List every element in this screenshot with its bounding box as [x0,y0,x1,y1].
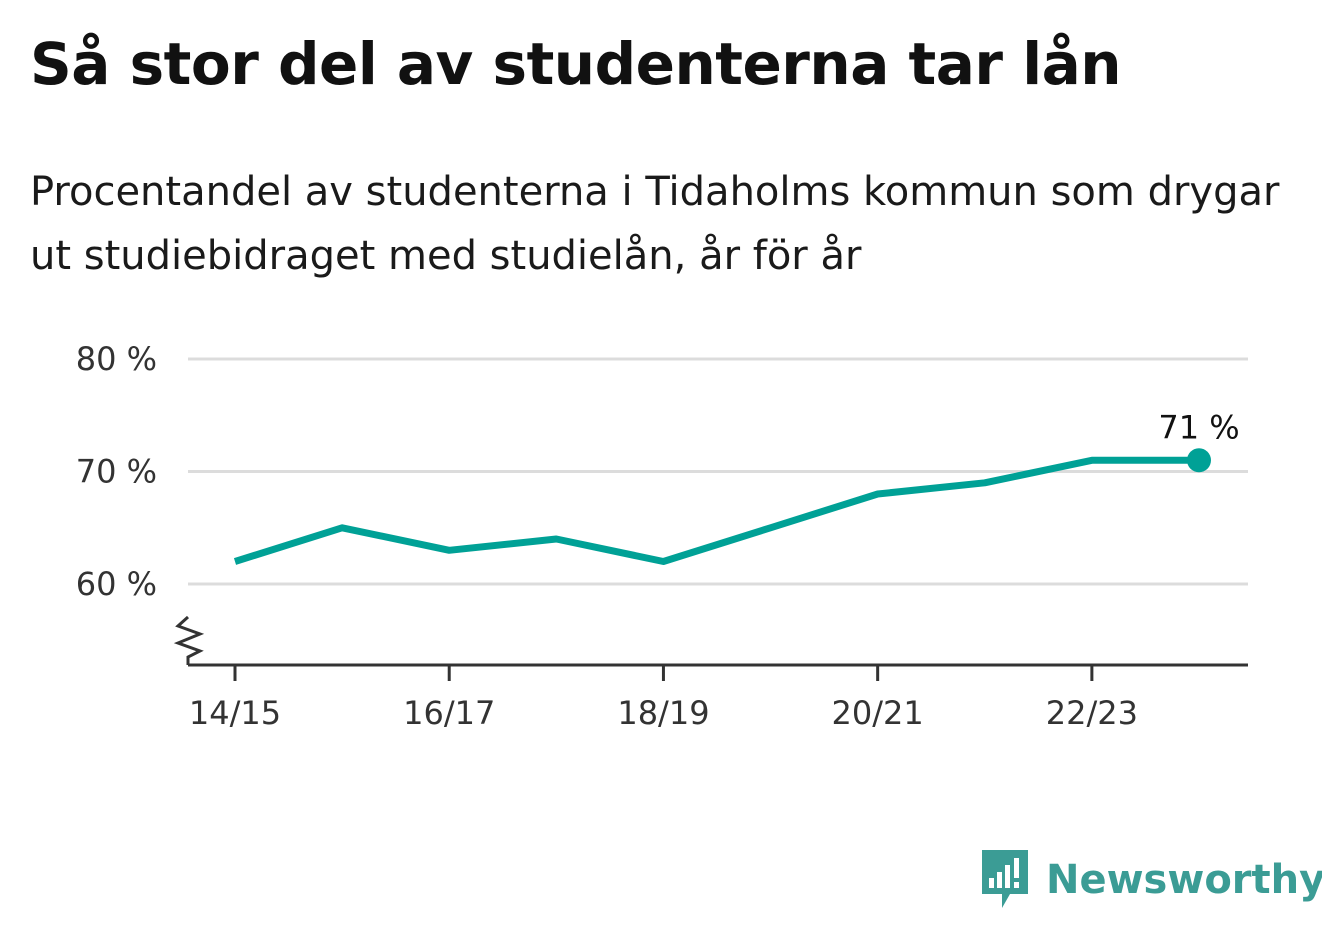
labels: 60 % 70 % 80 % 14/15 16/17 18/19 20/21 22/23 71 … [76,340,1240,732]
bar-chart-speech-bubble-icon [982,850,1028,908]
x-tick-label: 14/15 [189,694,281,732]
axes [173,615,1248,681]
logo-text: Newsworthy [1046,857,1322,903]
newsworthy-logo: Newsworthy [980,848,1322,912]
gridlines [188,357,1248,586]
end-value-label: 71 % [1158,408,1239,446]
y-axis-break-icon [173,615,205,665]
x-tick-label: 20/21 [832,694,924,732]
line-chart: 60 % 70 % 80 % 14/15 16/17 18/19 20/21 22/23 71 … [76,340,1248,732]
y-tick-label: 70 % [76,453,157,491]
series-line [233,456,1199,565]
series-share-with-loans [233,448,1211,565]
y-tick-label: 80 % [76,340,157,378]
x-tick-label: 18/19 [617,694,709,732]
y-tick-label: 60 % [76,565,157,603]
end-point-marker [1186,448,1211,473]
chart-subtitle: Procentandel av studenterna i Tidaholms … [30,169,1280,279]
x-tick-label: 22/23 [1046,694,1138,732]
x-tick-label: 16/17 [403,694,495,732]
chart-title: Så stor del av studenterna tar lån [30,30,1122,98]
